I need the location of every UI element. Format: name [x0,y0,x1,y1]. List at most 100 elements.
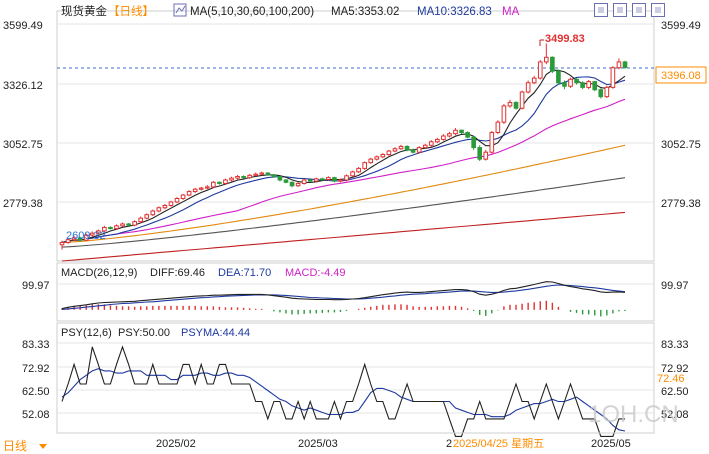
candle-body-13 [138,217,144,223]
ma200-line [61,211,626,262]
price-tick-right-2: 2779.38 [661,198,701,210]
candle-body-39 [295,182,301,187]
candle-body-51 [368,158,374,164]
candle-body-29 [235,176,240,179]
candle-body-24 [204,186,210,189]
macd-diff-line [61,281,626,310]
macd-title: MACD(26,12,9) [61,267,137,279]
candle-body-77 [525,82,531,93]
candle-body-14 [144,214,150,219]
candle-body-40 [301,179,307,184]
ma5-value: MA5:3353.02 [331,6,399,18]
candle-body-92 [616,61,622,69]
candle-body-30 [241,176,246,179]
period-selector-button[interactable]: 日线 [3,439,27,453]
candle-body-34 [265,172,271,176]
grid-lines [57,23,654,414]
candle-body-60 [422,144,428,149]
candle-body-7 [102,226,107,232]
ma5-line [61,69,626,244]
macd-panel-frame [56,262,655,322]
instrument-title: 现货黄金 [61,4,107,18]
candle-body-28 [229,177,234,181]
crosshair-icon[interactable] [594,3,608,17]
candle-body-15 [150,210,156,216]
candle-body-58 [410,149,416,153]
candle-body-35 [271,174,277,178]
candle-body-63 [441,135,446,140]
candle-body-62 [435,138,440,143]
zoom-icon[interactable] [632,3,646,17]
candle-body-73 [501,105,507,123]
ma-chart-icon [175,5,186,14]
psyma-current-value: 72.46 [657,373,685,385]
candle-body-5 [89,232,95,236]
candlesticks [59,43,628,250]
ma-more-label: MA [502,6,520,18]
candle-body-9 [114,225,119,230]
candle-body-44 [326,177,331,181]
candle-body-85 [574,78,579,84]
candle-body-54 [386,150,392,156]
candle-body-47 [344,175,349,181]
psyma-value: PSYMA:44.44 [181,327,250,339]
macd-dea-line [61,284,626,310]
candle-body-12 [132,221,137,226]
psy-panel-frame [56,322,655,434]
candle-body-0 [59,241,65,246]
candle-body-52 [374,156,380,160]
price-tick-right-1: 3052.75 [661,139,701,151]
candle-body-16 [156,207,162,212]
candle-body-86 [580,82,585,88]
ma10-line [61,76,626,244]
candle-body-76 [519,91,525,109]
ma30-line [61,98,626,244]
candle-body-93 [622,61,628,68]
price-panel-frame [56,10,655,262]
price-tick-left-0: 3599.49 [3,20,43,32]
macd-dea-value: DEA:71.70 [218,267,271,279]
period-dropdown-icon[interactable] [39,444,47,449]
candle-body-79 [537,61,543,79]
low-price-label: 2609.32 [66,230,106,242]
fullscreen-icon[interactable] [651,3,665,17]
candle-body-27 [223,179,228,184]
candle-body-42 [313,178,319,182]
psy-tick-right-0: 83.33 [661,339,689,351]
candle-body-75 [513,101,519,109]
psy-tick-left-0: 83.33 [22,339,50,351]
psy-tick-left-3: 52.08 [22,409,50,421]
current-price-badge [655,66,707,84]
psy-series [61,345,626,437]
candle-body-26 [217,181,222,184]
candle-body-49 [356,167,361,173]
current-price-value: 3396.08 [661,70,701,82]
price-tick-right-0: 3599.49 [661,20,701,32]
candle-body-83 [562,82,567,87]
candle-body-88 [592,81,598,91]
high-price-label: 3499.83 [545,33,585,45]
candle-body-38 [289,181,295,187]
candle-body-53 [380,154,386,158]
candle-body-89 [598,89,604,98]
candle-body-41 [307,179,313,182]
x-label-crosshair-date: 2025/04/25 星期五 [453,437,544,450]
candle-body-91 [610,67,616,88]
candle-body-67 [465,132,470,138]
candle-body-3 [77,237,83,241]
candle-body-87 [586,81,591,88]
candle-body-71 [489,132,495,153]
ma10-value: MA10:3326.83 [417,6,492,18]
candle-body-18 [168,201,174,206]
ma-toggle-icon[interactable] [173,3,187,17]
settings-grid-icon[interactable] [613,3,627,17]
psy-title: PSY(12,6) [61,327,112,339]
candle-body-69 [477,147,483,160]
candle-body-59 [416,147,422,153]
candle-body-64 [447,133,452,137]
candle-body-2 [71,237,77,241]
candle-body-25 [211,181,216,188]
ma60-line [61,144,626,244]
candle-body-19 [174,198,180,203]
